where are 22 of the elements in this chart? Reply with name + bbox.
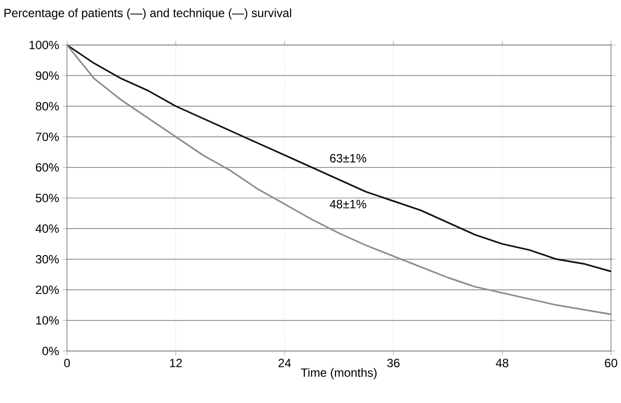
y-tick-label: 0% — [42, 346, 59, 356]
line-series — [66, 44, 612, 272]
y-tick-label: 80% — [36, 102, 59, 110]
x-tick-label: 24 — [278, 358, 291, 368]
x-tick-label: 60 — [604, 358, 618, 368]
y-tick-label: 60% — [36, 163, 59, 172]
y-tick-label: 90% — [36, 71, 59, 80]
x-tick-label: 36 — [387, 358, 400, 368]
y-tick-label: 40% — [36, 224, 59, 233]
x-tick-label: 48 — [496, 358, 508, 368]
y-tick-label: 10% — [36, 316, 59, 325]
x-tick-label: 0 — [64, 358, 70, 368]
annotation: 63±1% — [330, 154, 366, 162]
x-axis-title: Time (months) — [300, 368, 377, 380]
chart-title: Percentage of patients (—) and technique (—) survival — [4, 8, 292, 20]
y-tick-label: 20% — [36, 286, 59, 294]
x-tick-label: 12 — [170, 358, 182, 368]
annotation: 48±1% — [330, 200, 366, 208]
y-tick-label: 50% — [36, 194, 59, 202]
y-tick-label: 70% — [36, 132, 59, 142]
y-tick-label: 30% — [36, 254, 59, 264]
y-tick-label: 100% — [30, 40, 59, 50]
